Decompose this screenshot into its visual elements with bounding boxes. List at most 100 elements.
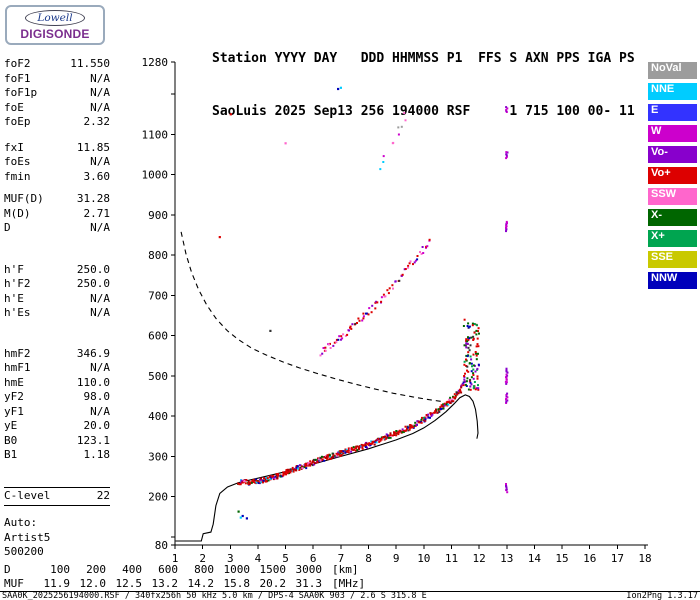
svg-text:8: 8 — [365, 552, 372, 565]
parameter-label: fxI — [4, 140, 24, 154]
parameter-row: foF1 N/A — [4, 72, 110, 87]
parameter-row: foF1p N/A — [4, 86, 110, 101]
row-unit: [km] — [332, 563, 359, 576]
header-title: Station YYYY DAY DDD HHMMSS P1 FFS S AXN… — [212, 15, 635, 155]
row-value: 1000 — [223, 563, 251, 576]
legend-item-xplus: X+ — [648, 230, 697, 247]
parameter-value: 11.85 — [76, 140, 110, 154]
row-value: 11.9 — [43, 576, 71, 590]
svg-text:9: 9 — [393, 552, 400, 565]
svg-text:2: 2 — [199, 552, 206, 565]
svg-text:7: 7 — [338, 552, 345, 565]
legend-item-nnw: NNW — [648, 272, 697, 289]
parameter-row: fxI 11.85 — [4, 141, 110, 156]
true-height-profile-curve — [175, 394, 479, 542]
header-columns-line: Station YYYY DAY DDD HHMMSS P1 FFS S AXN… — [212, 51, 635, 66]
echo-direction-legend: NoVal NNE E W Vo- Vo+ SSW X- X+ SSE NNW — [648, 62, 697, 293]
parameter-label: hmE — [4, 375, 24, 389]
parameter-row: Artist5 — [4, 531, 110, 546]
legend-item-nne: NNE — [648, 83, 697, 100]
parameter-row: MUF(D) 31.28 — [4, 192, 110, 207]
row-value: 1500 — [259, 563, 287, 576]
row-value: 15.8 — [223, 576, 251, 590]
series-second-hop-multiple-echo — [319, 238, 431, 357]
parameter-label: Artist5 — [4, 530, 51, 544]
parameter-group: hmF2 346.9 hmF1 N/A hmE 110.0 yF2 98.0 yF1 N/A yE 2… — [4, 347, 110, 463]
parameter-label: hmF2 — [4, 346, 31, 360]
parameter-label: foEp — [4, 115, 31, 128]
parameter-label: yF2 — [4, 390, 24, 403]
row-value: 14.2 — [187, 576, 215, 590]
header-values-line: SaoLuis 2025 Sep13 256 194000 RSF 1 715 … — [212, 103, 635, 119]
parameter-row: M(D) 2.71 — [4, 207, 110, 222]
parameter-value: 1.18 — [83, 448, 111, 461]
svg-text:900: 900 — [148, 209, 168, 222]
lowell-oval-logo: Lowell — [25, 10, 85, 26]
parameter-label: fmin — [4, 169, 31, 183]
status-bar: SAA0K_2025256194000.RSF / 340fx256h 50 k… — [0, 591, 700, 600]
legend-item-vominus: Vo- — [648, 146, 697, 163]
parameter-value: N/A — [90, 100, 110, 114]
parameter-value: N/A — [90, 361, 110, 374]
parameter-row: foE N/A — [4, 101, 110, 116]
parameter-label: B1 — [4, 448, 18, 461]
muf-transmission-curve — [180, 231, 444, 403]
parameter-row: yF1 N/A — [4, 405, 110, 420]
parameter-row: h'Es N/A — [4, 306, 110, 321]
parameter-row: foF2 11.550 — [4, 57, 110, 72]
parameter-row: hmF1 N/A — [4, 361, 110, 376]
parameter-label: B0 — [4, 433, 18, 447]
svg-text:12: 12 — [472, 552, 485, 565]
svg-text:300: 300 — [148, 450, 168, 463]
parameter-value: N/A — [90, 404, 110, 418]
parameter-row: h'F 250.0 — [4, 263, 110, 278]
parameter-row: Auto: — [4, 516, 110, 531]
parameter-value: 2.71 — [83, 206, 111, 220]
autoscaling-info: Auto: Artist5 500200 — [4, 516, 110, 560]
program-version: Ion2Png 1.3.17 — [626, 591, 698, 600]
svg-text:800: 800 — [148, 249, 168, 262]
svg-text:600: 600 — [148, 330, 168, 343]
distance-row: D 100 200 400 600 800 1000 1500 3000 [km] — [4, 563, 365, 577]
parameter-label: foF2 — [4, 57, 31, 70]
parameter-row: yE 20.0 — [4, 419, 110, 434]
parameter-value: 98.0 — [83, 390, 111, 403]
parameter-value: N/A — [90, 86, 110, 99]
parameter-group: h'F 250.0 h'F2 250.0 h'E N/A h'Es N/A — [4, 263, 110, 321]
row-label: D — [4, 563, 11, 576]
parameter-value: N/A — [90, 221, 110, 234]
parameter-label: foEs — [4, 155, 31, 168]
parameter-label: h'F — [4, 262, 24, 276]
parameter-label: M(D) — [4, 206, 31, 220]
parameter-row: foEp 2.32 — [4, 115, 110, 130]
legend-item-xminus: X- — [648, 209, 697, 226]
legend-item-sse: SSE — [648, 251, 697, 268]
row-value: 100 — [50, 563, 70, 576]
row-value: 12.0 — [79, 576, 107, 590]
parameter-label: h'Es — [4, 306, 31, 319]
series-near-critical-spread-and-x-mode — [462, 318, 480, 391]
parameter-label: C-level — [4, 488, 51, 502]
svg-text:700: 700 — [148, 289, 168, 302]
legend-item-ssw: SSW — [648, 188, 697, 205]
row-value: 600 — [158, 563, 178, 576]
digisonde-logo-text: DIGISONDE — [20, 27, 90, 41]
parameter-label: MUF(D) — [4, 192, 44, 205]
svg-text:11: 11 — [445, 552, 458, 565]
parameter-value: 11.550 — [70, 57, 110, 70]
parameter-value: 250.0 — [76, 262, 110, 276]
lowell-logo-text: Lowell — [37, 12, 73, 24]
row-value: 20.2 — [259, 576, 287, 590]
series-interference-column-at-13-mhz — [504, 106, 509, 494]
row-value: 3000 — [295, 563, 323, 576]
svg-text:1100: 1100 — [142, 128, 169, 141]
parameter-label: yF1 — [4, 404, 24, 418]
parameter-value: N/A — [90, 291, 110, 305]
parameter-value: 346.9 — [76, 346, 110, 360]
parameter-label: D — [4, 221, 11, 234]
svg-text:1280: 1280 — [142, 56, 169, 69]
svg-text:1000: 1000 — [142, 169, 169, 182]
